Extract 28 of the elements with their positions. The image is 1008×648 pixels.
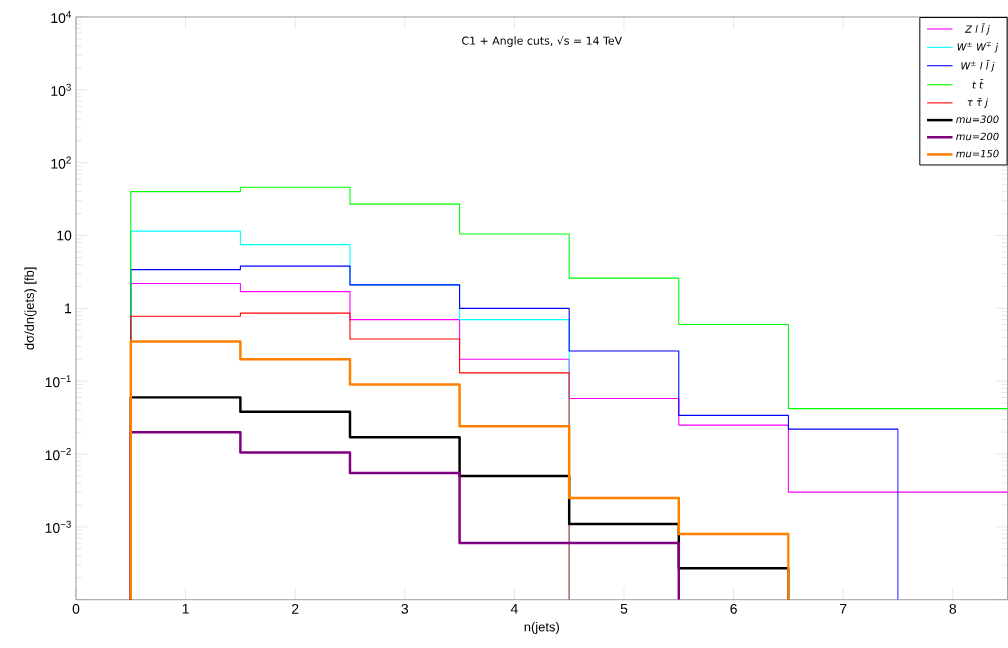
legend-label: Z l l̄ j <box>964 23 990 35</box>
y-tick-label: 10$^{4}$ <box>51 11 72 24</box>
legend-label: mu=200 <box>956 132 999 141</box>
x-axis-title: n(jets) <box>524 622 559 635</box>
y-tick-label: 10$^{−1}$ <box>45 375 71 388</box>
x-tick-label: 3 <box>401 604 409 614</box>
y-tick-label: 10$^{3}$ <box>51 83 71 97</box>
y-tick-label: 10$^{2}$ <box>51 156 71 169</box>
legend-label: t t̄ <box>972 79 984 89</box>
y-tick-label: 10$^{−2}$ <box>45 448 71 461</box>
legend-label: mu=150 <box>956 149 999 158</box>
x-tick-label: 7 <box>840 604 847 614</box>
legend-label: τ τ̄ j <box>967 98 988 108</box>
x-tick-label: 0 <box>72 604 80 614</box>
x-tick-label: 4 <box>510 604 518 614</box>
text: C1 + Angle cuts, √s = 14 TeV <box>462 35 623 48</box>
x-tick-label: 5 <box>620 604 628 614</box>
y-tick-label: 10 <box>57 230 72 241</box>
x-tick-label: 1 <box>182 604 189 614</box>
y-axis-title: dσ/dn(jets) [fb] <box>24 267 37 350</box>
y-tick-label: 1 <box>65 303 72 314</box>
x-tick-label: 2 <box>292 604 299 614</box>
y-tick-label: 10$^{−3}$ <box>45 520 71 534</box>
legend-label: mu=300 <box>956 115 999 124</box>
legend-label: W$^{±}$ l l̄ j <box>961 60 995 72</box>
x-tick-label: 6 <box>730 604 737 614</box>
legend-label: W$^{±}$ W$^{∓}$ j <box>957 42 999 53</box>
x-tick-label: 8 <box>949 604 957 614</box>
